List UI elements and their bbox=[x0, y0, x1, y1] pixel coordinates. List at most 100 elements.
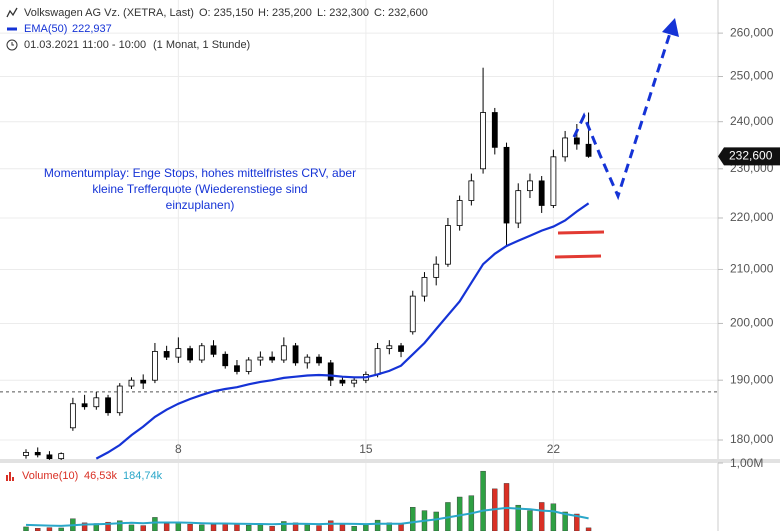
ohlc-open: O: 235,150 bbox=[199, 7, 253, 19]
volume-bar bbox=[433, 511, 439, 531]
volume-bar bbox=[550, 503, 557, 531]
volume-legend: Volume(10) bbox=[22, 470, 78, 482]
title: Volkswagen AG Vz. (XETRA, Last) bbox=[24, 7, 194, 19]
y-tick-label: 200,000 bbox=[730, 316, 774, 330]
volume-bar bbox=[58, 527, 64, 531]
volume-bar bbox=[187, 524, 193, 531]
period: 01.03.2021 11:00 - 10:00 bbox=[24, 39, 146, 51]
arrow-head bbox=[662, 18, 679, 37]
candle-body bbox=[409, 295, 416, 333]
volume-bar bbox=[515, 504, 521, 531]
candle-body bbox=[46, 454, 53, 460]
candle-body bbox=[198, 345, 205, 361]
volume-bar bbox=[245, 525, 252, 531]
candle-body bbox=[421, 276, 428, 297]
candle-body bbox=[175, 348, 182, 358]
y-tick-label: 250,000 bbox=[730, 69, 774, 83]
price-panel bbox=[0, 67, 718, 460]
x-tick-label: 8 bbox=[175, 442, 182, 456]
volume-bar bbox=[304, 524, 310, 531]
candle-body bbox=[374, 348, 381, 375]
candle-body bbox=[316, 356, 322, 364]
candle-body bbox=[245, 359, 252, 372]
candle-body bbox=[351, 379, 358, 384]
candle-body bbox=[468, 180, 475, 201]
candle-body bbox=[69, 403, 76, 429]
candle-body bbox=[280, 345, 287, 361]
candle-body bbox=[398, 345, 404, 352]
candle-body bbox=[269, 356, 276, 361]
candle-body bbox=[573, 137, 580, 145]
candle-body bbox=[140, 379, 147, 384]
candle-body bbox=[515, 190, 522, 224]
ema-legend: EMA(50) bbox=[24, 23, 67, 35]
candle-body bbox=[58, 453, 65, 460]
candle-body bbox=[222, 353, 229, 367]
volume-bar bbox=[46, 527, 53, 531]
candle-body bbox=[81, 403, 88, 408]
volume-bar bbox=[374, 519, 381, 531]
volume-bar bbox=[23, 526, 29, 531]
clock-hand bbox=[11, 42, 14, 46]
volume-bar bbox=[527, 510, 533, 531]
period-note: (1 Monat, 1 Stunde) bbox=[153, 39, 250, 51]
chart-icon bbox=[6, 7, 18, 18]
annotation-line: Momentumplay: Enge Stops, hohes mittelfr… bbox=[44, 166, 356, 180]
stop-line bbox=[557, 230, 605, 235]
forecast-arrow bbox=[572, 29, 673, 201]
volume-bar bbox=[316, 525, 322, 531]
candle-body bbox=[257, 356, 264, 361]
volume-bar bbox=[363, 524, 369, 531]
clock-icon bbox=[6, 39, 18, 51]
candle-body bbox=[327, 362, 334, 381]
candle-body bbox=[339, 379, 346, 384]
volume-bar bbox=[269, 526, 275, 531]
ema-line bbox=[95, 202, 590, 460]
candle-body bbox=[163, 351, 170, 358]
volume-bar bbox=[257, 524, 264, 531]
volume-bar bbox=[152, 517, 158, 531]
header: Volkswagen AG Vz. (XETRA, Last) O: 235,1… bbox=[6, 7, 428, 51]
candle-body bbox=[116, 385, 123, 414]
candle-body bbox=[456, 200, 463, 226]
grid bbox=[0, 0, 718, 531]
last-price-tag bbox=[718, 147, 780, 166]
volume-bar bbox=[398, 524, 404, 531]
volume-bar bbox=[140, 525, 146, 531]
y-tick-label: 180,000 bbox=[730, 432, 774, 446]
volume-bar bbox=[175, 522, 182, 531]
candle-body bbox=[527, 180, 533, 192]
volume-bar bbox=[456, 496, 463, 531]
candle-body bbox=[538, 180, 545, 206]
volume-tick-label: 1,00M bbox=[730, 456, 763, 470]
panel-separator bbox=[0, 459, 780, 463]
candle-body bbox=[187, 348, 193, 361]
candle-body bbox=[292, 345, 299, 364]
candle-body bbox=[491, 112, 498, 148]
stop-line bbox=[554, 254, 602, 259]
volume-bar bbox=[35, 528, 41, 531]
volume-bar bbox=[81, 522, 88, 531]
candle-body bbox=[34, 451, 41, 456]
candle-body bbox=[128, 379, 135, 387]
y-tick-label: 260,000 bbox=[730, 25, 774, 39]
candle-body bbox=[433, 263, 440, 278]
volume-bar bbox=[128, 524, 135, 531]
volume-bar bbox=[538, 502, 545, 531]
candle-body bbox=[93, 397, 100, 408]
candle-body bbox=[480, 112, 486, 170]
volume-ma-value: 184,74k bbox=[123, 470, 163, 482]
candle-body bbox=[503, 146, 510, 224]
candle-body bbox=[234, 365, 240, 372]
candle-body bbox=[23, 451, 29, 456]
ohlc-low: L: 232,300 bbox=[317, 7, 369, 19]
volume-bar bbox=[410, 507, 416, 531]
volume-ma-line bbox=[25, 506, 589, 527]
volume-bar bbox=[480, 470, 486, 531]
ohlc-close: C: 232,600 bbox=[374, 7, 428, 19]
candle-body bbox=[562, 137, 569, 158]
volume-bar bbox=[222, 523, 228, 531]
volume-bar bbox=[328, 520, 334, 531]
